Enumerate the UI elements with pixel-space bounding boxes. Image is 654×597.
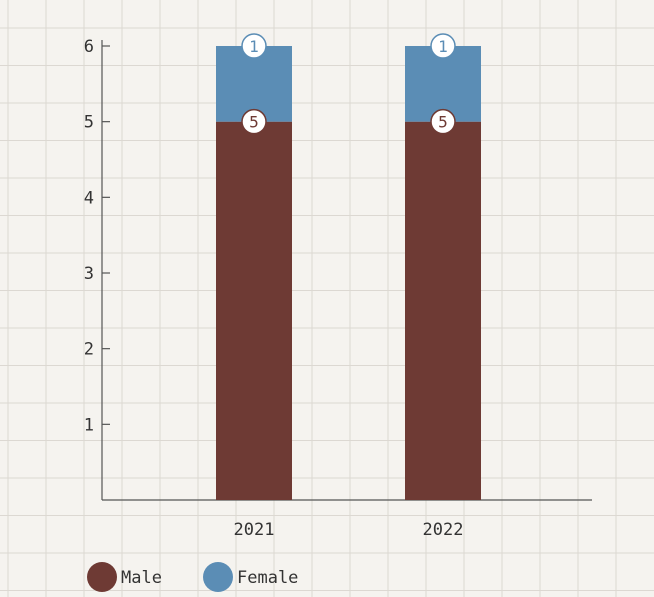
y-tick-label: 3 <box>84 264 94 284</box>
legend-swatch-female <box>203 562 233 592</box>
y-tick-label: 6 <box>84 37 94 57</box>
bar-value-label: 5 <box>249 113 259 132</box>
bar-label-badge <box>430 33 456 59</box>
y-tick-label: 5 <box>84 113 94 133</box>
bars-layer: 2021 2022 <box>216 46 481 540</box>
x-category-label: 2021 <box>234 520 275 540</box>
bar-value-label: 1 <box>249 37 259 56</box>
bar-label-badge <box>241 108 267 135</box>
bar-value-label: 1 <box>438 37 448 56</box>
bar-value-label: 5 <box>438 113 448 132</box>
legend-label-female: Female <box>237 568 298 588</box>
bar-value-labels: 5 1 5 1 <box>241 33 456 135</box>
bar-male-2022 <box>405 121 481 501</box>
legend: Male Female <box>87 562 298 592</box>
legend-label-male: Male <box>121 568 162 588</box>
bar-label-badge <box>241 33 267 59</box>
y-tick-label: 4 <box>84 188 94 208</box>
bar-label-badge <box>430 108 456 135</box>
y-tick-label: 2 <box>84 340 94 360</box>
chart-axes: 1 2 3 4 5 6 <box>84 37 592 501</box>
legend-swatch-male <box>87 562 117 592</box>
bar-male-2021 <box>216 121 292 501</box>
x-category-label: 2022 <box>423 520 464 540</box>
y-tick-label: 1 <box>84 415 94 435</box>
